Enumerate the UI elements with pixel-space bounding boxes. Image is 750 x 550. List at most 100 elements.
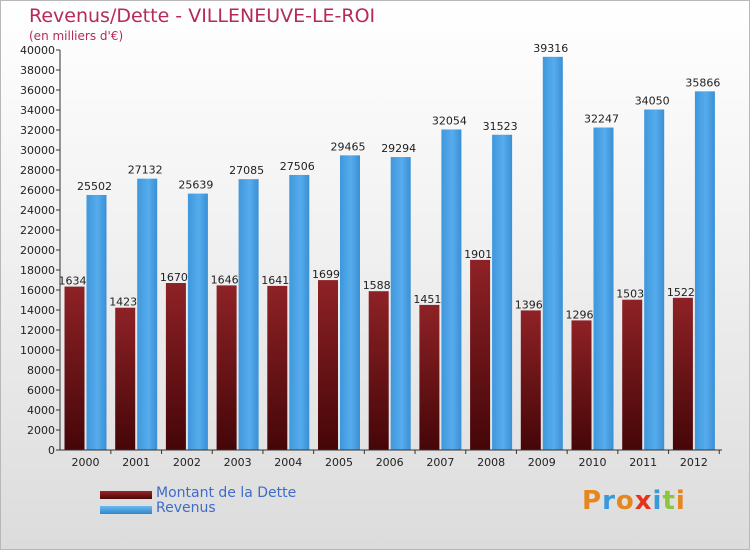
- data-label-dette: 1646: [211, 273, 239, 286]
- x-tick-label: 2009: [528, 456, 556, 469]
- y-tick-label: 30000: [20, 144, 55, 157]
- data-label-dette: 1522: [667, 286, 695, 299]
- bar-dette: [115, 307, 136, 450]
- bar-revenus: [390, 157, 411, 450]
- x-tick-label: 2007: [426, 456, 454, 469]
- legend-label-dette: Montant de la Dette: [156, 485, 297, 501]
- x-tick-label: 2002: [173, 456, 201, 469]
- bar-revenus: [289, 174, 310, 450]
- chart-unit: (en milliers d'€): [29, 29, 124, 43]
- bar-revenus: [593, 127, 614, 450]
- x-tick-label: 2003: [224, 456, 252, 469]
- data-label-dette: 1423: [109, 296, 137, 309]
- bar-dette: [419, 304, 440, 450]
- y-tick-label: 0: [48, 444, 55, 457]
- legend-swatch-dette: [100, 491, 152, 499]
- x-tick-label: 2001: [122, 456, 150, 469]
- logo-letter: P: [582, 486, 603, 516]
- data-label-revenus: 25639: [178, 179, 213, 192]
- y-tick-label: 18000: [20, 264, 55, 277]
- y-tick-label: 28000: [20, 164, 55, 177]
- y-tick-label: 12000: [20, 324, 55, 337]
- y-tick-label: 10000: [20, 344, 55, 357]
- y-tick-label: 24000: [20, 204, 55, 217]
- x-tick-label: 2008: [477, 456, 505, 469]
- bar-dette: [672, 297, 693, 450]
- data-label-revenus: 31523: [483, 120, 518, 133]
- logo-letter: t: [662, 486, 676, 516]
- y-tick-label: 38000: [20, 64, 55, 77]
- bar-revenus: [238, 179, 259, 450]
- data-label-revenus: 32054: [432, 114, 467, 127]
- data-label-dette: 1634: [59, 275, 87, 288]
- data-label-revenus: 27506: [280, 160, 315, 173]
- bar-dette: [520, 310, 541, 450]
- bar-dette: [470, 259, 491, 450]
- bar-dette: [165, 283, 186, 450]
- y-tick-label: 34000: [20, 104, 55, 117]
- bar-revenus: [542, 56, 563, 451]
- data-label-revenus: 35866: [685, 76, 720, 89]
- chart-title: Revenus/Dette - VILLENEUVE-LE-ROI: [29, 5, 376, 27]
- data-label-dette: 1451: [413, 293, 441, 306]
- data-label-revenus: 39316: [533, 42, 568, 55]
- x-tick-label: 2010: [579, 456, 607, 469]
- bar-revenus: [492, 134, 513, 450]
- y-tick-label: 2000: [27, 424, 55, 437]
- y-tick-label: 36000: [20, 84, 55, 97]
- bar-revenus: [441, 129, 462, 450]
- x-tick-label: 2004: [274, 456, 302, 469]
- data-label-dette: 1901: [464, 248, 492, 261]
- data-label-revenus: 27132: [128, 164, 163, 177]
- y-tick-label: 26000: [20, 184, 55, 197]
- x-tick-label: 2012: [680, 456, 708, 469]
- legend-label-revenus: Revenus: [156, 500, 216, 516]
- bar-dette: [571, 320, 592, 450]
- proxiti-logo: Proxiti: [582, 486, 686, 516]
- x-tick-label: 2006: [376, 456, 404, 469]
- data-label-dette: 1641: [261, 274, 289, 287]
- logo-letter: o: [615, 486, 635, 516]
- bar-dette: [267, 285, 288, 450]
- data-label-dette: 1588: [363, 279, 391, 292]
- y-tick-label: 40000: [20, 44, 55, 57]
- bar-dette: [622, 299, 643, 450]
- logo-letter: r: [602, 486, 616, 516]
- logo-letter: i: [652, 486, 663, 516]
- data-label-revenus: 32247: [584, 113, 619, 126]
- data-label-revenus: 29465: [331, 140, 366, 153]
- y-tick-label: 20000: [20, 244, 55, 257]
- bar-dette: [216, 285, 237, 450]
- logo-letter: x: [634, 486, 653, 516]
- y-tick-label: 6000: [27, 384, 55, 397]
- data-label-revenus: 27085: [229, 164, 264, 177]
- bar-dette: [318, 280, 338, 450]
- data-label-dette: 1396: [515, 298, 543, 311]
- x-tick-label: 2005: [325, 456, 353, 469]
- y-tick-label: 4000: [27, 404, 55, 417]
- bar-revenus: [694, 91, 715, 450]
- y-tick-label: 14000: [20, 304, 55, 317]
- bar-dette: [64, 286, 85, 450]
- data-label-dette: 1503: [616, 288, 644, 301]
- bar-revenus: [187, 193, 208, 451]
- data-label-revenus: 34050: [635, 95, 670, 108]
- bar-dette: [368, 291, 389, 450]
- data-label-dette: 1670: [160, 271, 188, 284]
- y-tick-label: 32000: [20, 124, 55, 137]
- bar-revenus: [340, 155, 360, 450]
- y-tick-label: 22000: [20, 224, 55, 237]
- legend-swatch-revenus: [100, 506, 152, 514]
- x-tick-label: 2000: [72, 456, 100, 469]
- data-label-revenus: 25502: [77, 180, 112, 193]
- bar-revenus: [644, 109, 665, 450]
- data-label-dette: 1296: [566, 308, 594, 321]
- x-tick-label: 2011: [629, 456, 657, 469]
- logo-letter: i: [675, 486, 686, 516]
- y-tick-label: 8000: [27, 364, 55, 377]
- bar-revenus: [86, 194, 107, 450]
- y-tick-label: 16000: [20, 284, 55, 297]
- data-label-revenus: 29294: [381, 142, 416, 155]
- bar-revenus: [137, 178, 158, 450]
